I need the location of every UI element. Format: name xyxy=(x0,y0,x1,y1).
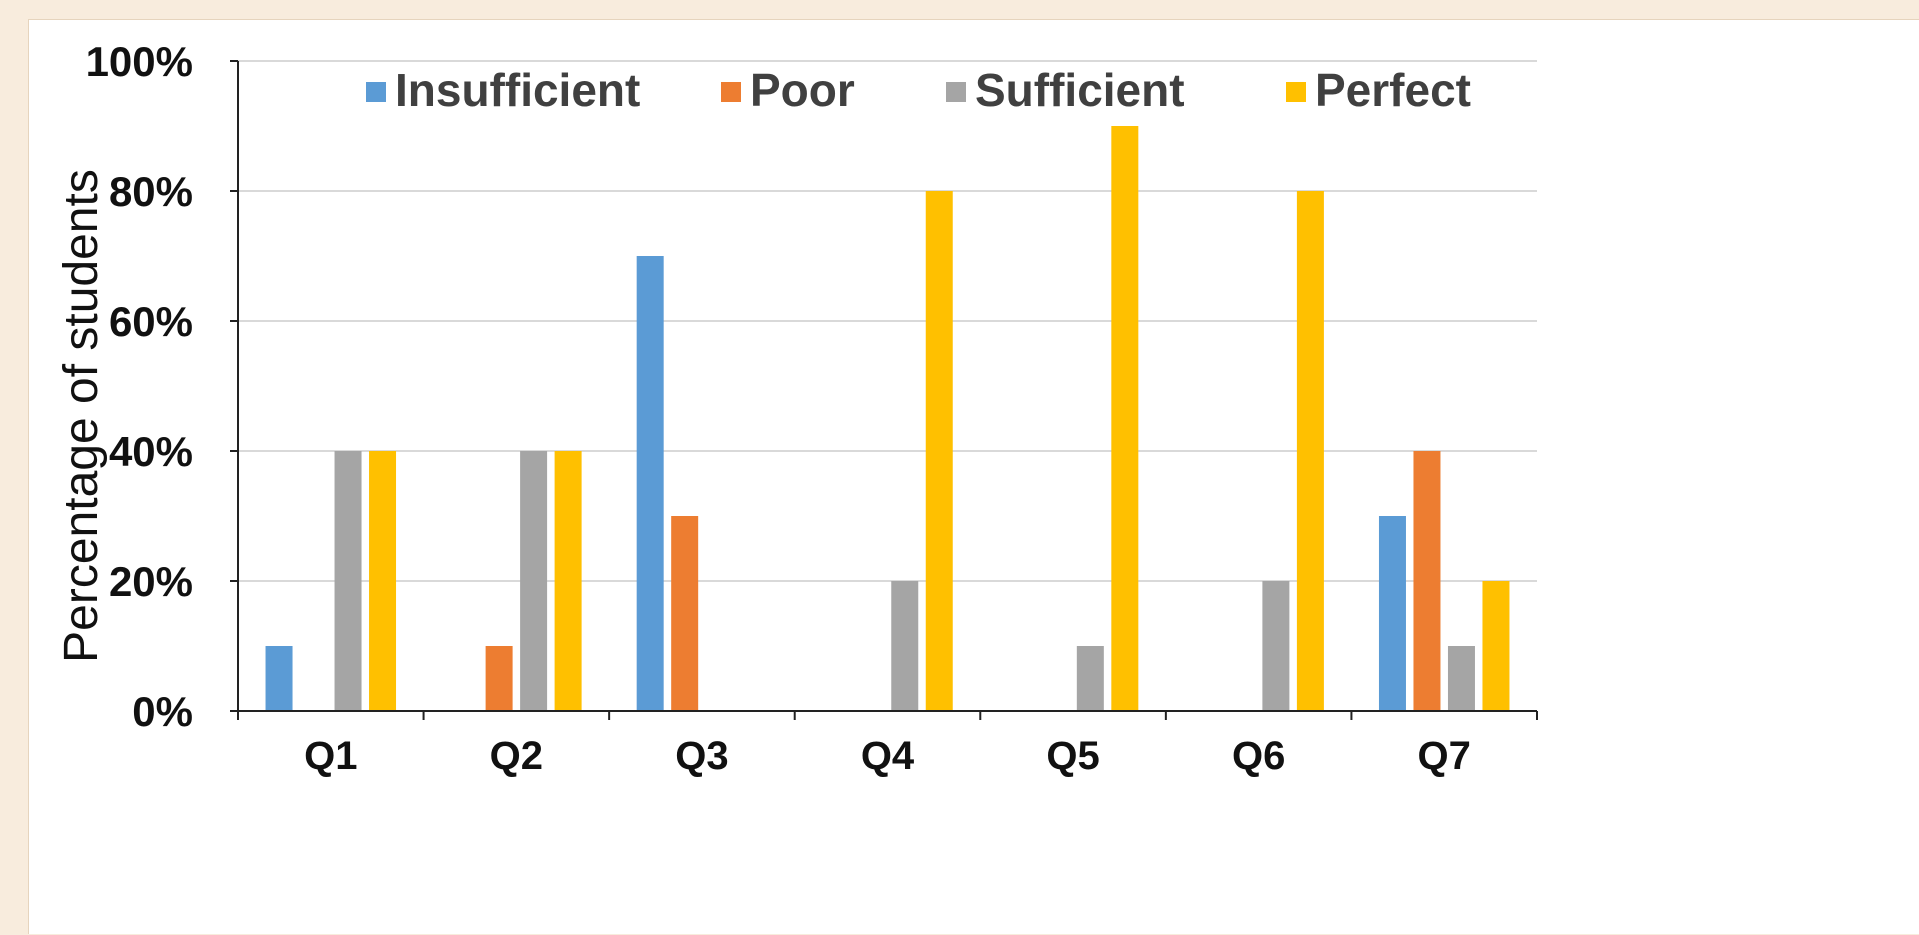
x-category-label: Q7 xyxy=(1418,734,1471,778)
bar-chart: 0% 20% 40% 60% 80% 100% Percentage of student… xyxy=(55,38,1538,778)
y-tick-label: 60% xyxy=(109,298,193,345)
legend-label: Perfect xyxy=(1315,64,1471,116)
bar-poor-q2 xyxy=(485,646,513,711)
bar-poor-q3 xyxy=(671,516,699,711)
chart-frame: 0% 20% 40% 60% 80% 100% Percentage of student… xyxy=(28,19,1919,934)
bar-sufficient-q5 xyxy=(1076,646,1104,711)
axes xyxy=(237,61,1537,712)
bar-perfect-q4 xyxy=(925,191,953,711)
y-tick-label: 20% xyxy=(109,558,193,605)
legend-swatch xyxy=(1286,82,1306,102)
bar-perfect-q1 xyxy=(369,451,397,711)
bar-insufficient-q7 xyxy=(1378,516,1406,711)
x-category-label: Q5 xyxy=(1046,734,1099,778)
x-category-label: Q1 xyxy=(304,734,357,778)
bar-insufficient-q3 xyxy=(636,256,664,711)
legend: Insufficient Poor Sufficient Perfect xyxy=(366,64,1471,116)
legend-label: Sufficient xyxy=(975,64,1185,116)
bar-insufficient-q1 xyxy=(265,646,293,711)
y-tick-label: 80% xyxy=(109,168,193,215)
bar-perfect-q5 xyxy=(1111,126,1139,711)
y-axis-ticks: 0% 20% 40% 60% 80% 100% xyxy=(86,38,238,735)
bar-sufficient-q7 xyxy=(1447,646,1475,711)
x-category-label: Q3 xyxy=(675,734,728,778)
bar-sufficient-q4 xyxy=(891,581,919,711)
bar-sufficient-q2 xyxy=(520,451,548,711)
gridlines xyxy=(238,60,1537,582)
legend-swatch xyxy=(721,82,741,102)
bar-sufficient-q6 xyxy=(1262,581,1290,711)
legend-swatch xyxy=(946,82,966,102)
bar-sufficient-q1 xyxy=(334,451,362,711)
y-tick-label: 100% xyxy=(86,38,193,85)
y-tick-label: 0% xyxy=(132,688,193,735)
legend-swatch xyxy=(366,82,386,102)
legend-label: Insufficient xyxy=(395,64,640,116)
x-category-label: Q6 xyxy=(1232,734,1285,778)
y-axis-title: Percentage of students xyxy=(55,169,108,663)
y-tick-label: 40% xyxy=(109,428,193,475)
bar-perfect-q6 xyxy=(1296,191,1324,711)
legend-label: Poor xyxy=(750,64,855,116)
x-axis-ticks: Q1 Q2 Q3 Q4 Q5 Q6 Q7 xyxy=(237,711,1538,778)
bar-poor-q7 xyxy=(1413,451,1441,711)
bar-perfect-q2 xyxy=(554,451,582,711)
bars xyxy=(265,126,1510,711)
bar-perfect-q7 xyxy=(1482,581,1510,711)
x-category-label: Q2 xyxy=(490,734,543,778)
x-category-label: Q4 xyxy=(861,734,915,778)
